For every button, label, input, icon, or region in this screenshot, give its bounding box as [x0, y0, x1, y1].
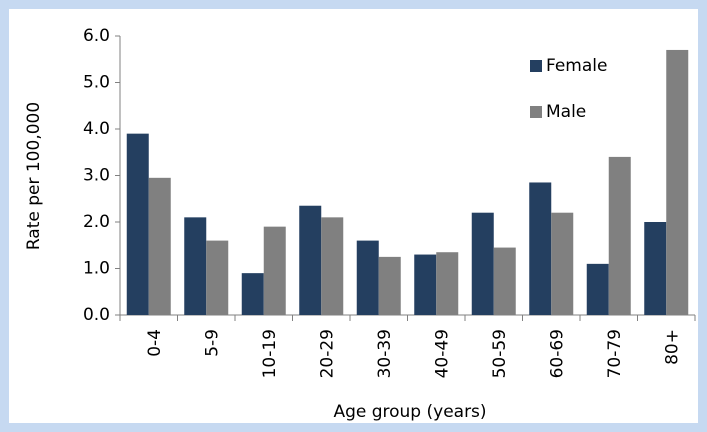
bar [529, 182, 552, 315]
x-tick-label: 0-4 [145, 329, 165, 357]
bar [184, 217, 207, 315]
y-tick-label: 4.0 [83, 119, 110, 139]
bar [644, 222, 667, 315]
bar [356, 240, 379, 315]
x-axis-title: Age group (years) [333, 402, 486, 422]
legend-label: Male [546, 102, 586, 122]
bar [666, 49, 689, 315]
bar [378, 256, 401, 315]
y-tick-label: 2.0 [83, 212, 110, 232]
y-tick-label: 0.0 [83, 305, 110, 325]
bar [471, 212, 494, 315]
bar [206, 240, 229, 315]
legend-label: Female [546, 56, 607, 76]
x-tick-label: 20-29 [317, 329, 337, 378]
bar [126, 133, 149, 315]
y-tick-label: 3.0 [83, 166, 110, 186]
y-tick-label: 6.0 [83, 26, 110, 46]
y-tick-label: 1.0 [83, 259, 110, 279]
x-tick-label: 10-19 [260, 329, 280, 378]
bar [299, 205, 322, 315]
bar [586, 263, 609, 315]
bar [148, 177, 171, 315]
bar [608, 156, 631, 315]
bar [241, 273, 264, 315]
bar [263, 226, 286, 315]
bar [436, 252, 459, 315]
bar [551, 212, 574, 315]
x-tick-label: 60-69 [547, 329, 567, 378]
bar [321, 217, 344, 315]
x-tick-label: 80+ [662, 329, 682, 365]
bar [414, 254, 437, 315]
x-tick-label: 5-9 [202, 329, 222, 357]
x-tick-label: 50-59 [490, 329, 510, 378]
legend-swatch [530, 106, 542, 118]
bar [493, 247, 516, 315]
x-tick-label: 40-49 [432, 329, 452, 378]
y-axis-title: Rate per 100,000 [24, 102, 44, 250]
x-tick-label: 70-79 [605, 329, 625, 378]
plot-background [9, 9, 698, 423]
legend-swatch [530, 60, 542, 72]
y-tick-label: 5.0 [83, 73, 110, 93]
x-tick-label: 30-39 [375, 329, 395, 378]
